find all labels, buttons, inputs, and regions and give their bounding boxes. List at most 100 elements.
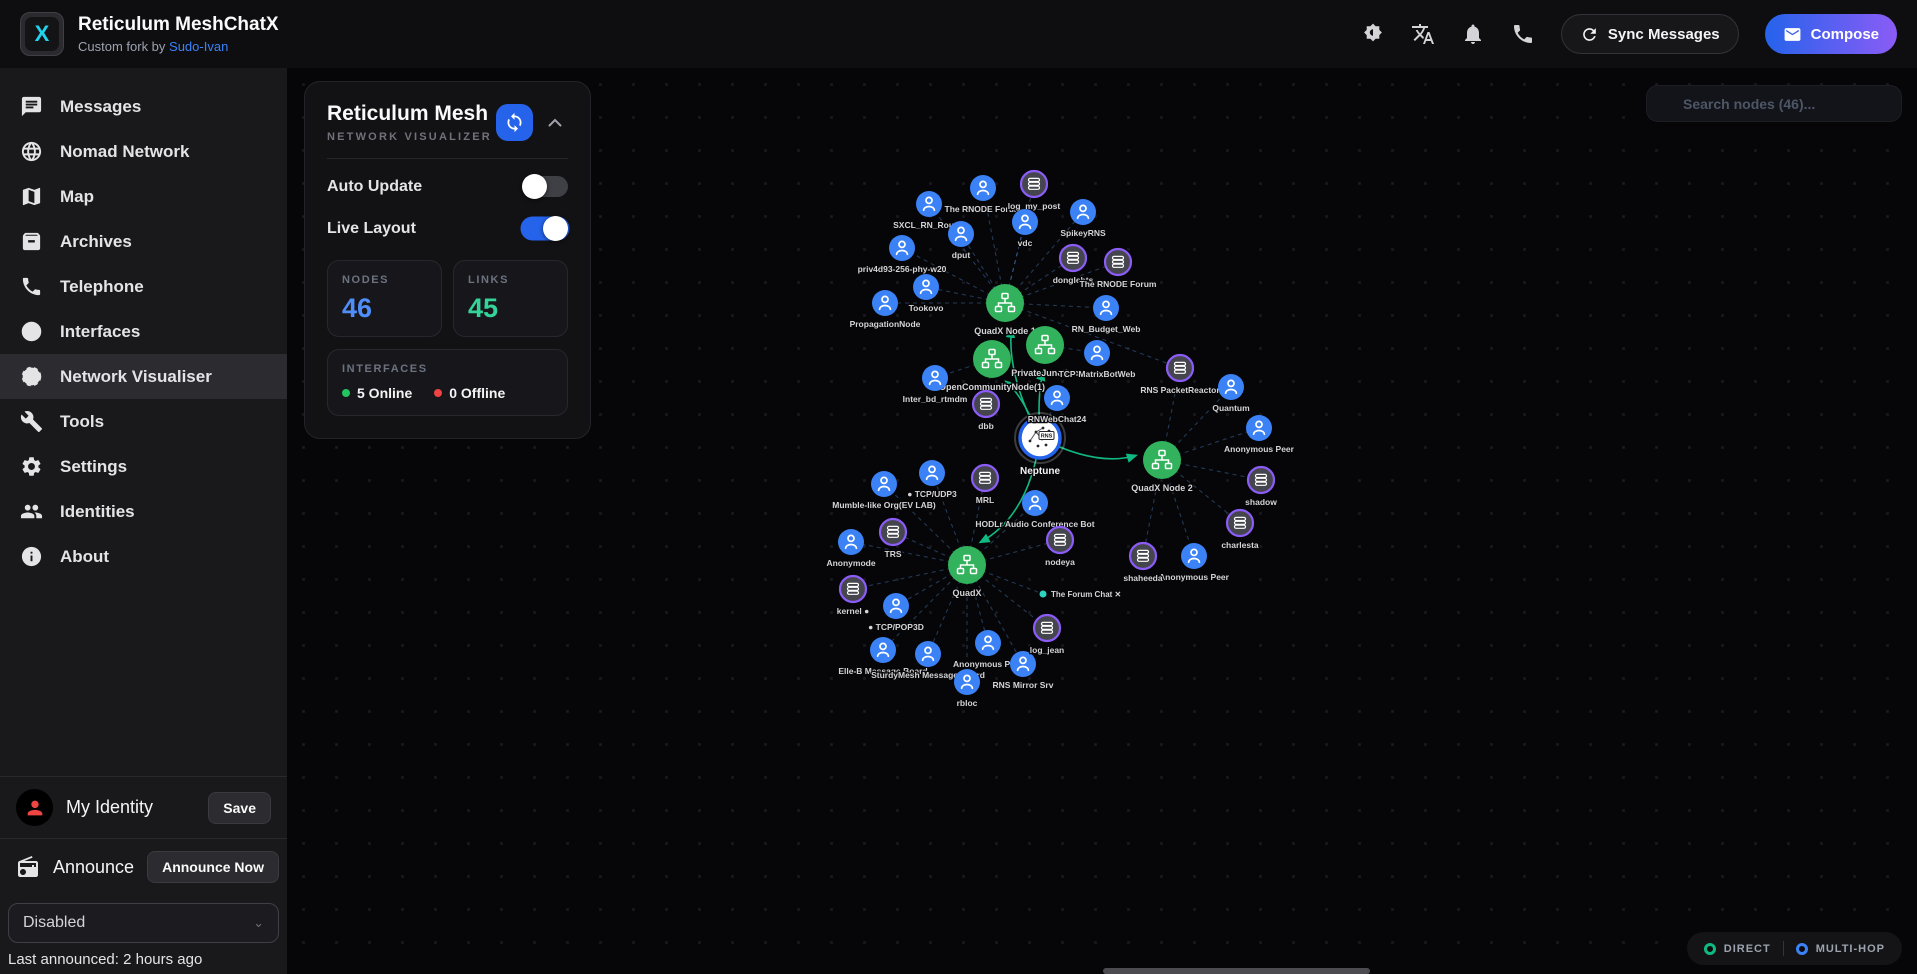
sidebar-item-nomad-network[interactable]: Nomad Network bbox=[0, 129, 287, 174]
sidebar-item-tools[interactable]: Tools bbox=[0, 399, 287, 444]
sidebar-item-messages[interactable]: Messages bbox=[0, 84, 287, 129]
graph-node-m3[interactable]: dbb bbox=[971, 389, 1001, 432]
dot-node-circle[interactable] bbox=[1039, 590, 1047, 598]
server-node-circle[interactable] bbox=[1045, 525, 1075, 555]
graph-node-b7[interactable]: SturdyMesh Message Board bbox=[870, 641, 986, 681]
sidebar-item-network-visualiser[interactable]: ? Network Visualiser bbox=[0, 354, 287, 399]
sidebar-item-about[interactable]: About bbox=[0, 534, 287, 579]
graph-node-neptune[interactable]: RNS Neptune bbox=[1014, 412, 1066, 478]
server-node-circle[interactable] bbox=[1165, 353, 1195, 383]
server-node-circle[interactable] bbox=[1032, 613, 1062, 643]
graph-node-m4[interactable]: MRL bbox=[970, 463, 1000, 506]
graph-node-t9[interactable]: priv4d93-256-phy-w20 bbox=[856, 235, 948, 275]
sidebar-item-label: About bbox=[60, 546, 110, 566]
person-icon bbox=[1102, 300, 1110, 309]
graph-node-b13[interactable]: The Forum Chat ✕ bbox=[1039, 590, 1122, 599]
graph-node-r6[interactable]: Anonymous Peer bbox=[1158, 543, 1231, 583]
graph-node-m2[interactable]: RNWebChat24 bbox=[1027, 385, 1088, 425]
server-node-circle[interactable] bbox=[878, 517, 908, 547]
compose-button[interactable]: Compose bbox=[1764, 14, 1897, 54]
sidebar-item-identities[interactable]: Identities bbox=[0, 489, 287, 534]
graph-node-h1[interactable]: QuadX Node 1 bbox=[973, 284, 1037, 337]
graph-node-t3[interactable]: SXCL_RN_Router bbox=[892, 191, 967, 231]
sidebar-item-map[interactable]: Map bbox=[0, 174, 287, 219]
graph-node-t6[interactable]: SpikeyRNS bbox=[1059, 199, 1107, 239]
node-label: RNWebChat24 bbox=[1028, 414, 1087, 424]
graph-node-t1[interactable]: The RNODE Forum bbox=[943, 175, 1023, 215]
sidebar-item-interfaces[interactable]: Interfaces bbox=[0, 309, 287, 354]
server-node-circle[interactable] bbox=[1103, 247, 1133, 277]
notifications-bell-icon[interactable] bbox=[1461, 22, 1485, 46]
node-label: donglebts bbox=[1053, 275, 1094, 285]
node-label: Anonymous Peer bbox=[953, 659, 1024, 669]
graph-node-b5[interactable]: ● TCP/POP3D bbox=[867, 593, 925, 633]
server-node-circle[interactable] bbox=[1246, 465, 1276, 495]
graph-node-t11[interactable]: PropagationNode bbox=[848, 290, 922, 330]
theme-brightness-icon[interactable] bbox=[1361, 22, 1385, 46]
graph-node-r4[interactable]: shadow bbox=[1244, 465, 1278, 508]
server-node-circle[interactable] bbox=[1128, 541, 1158, 571]
graph-node-b14[interactable]: Mumble-like Org(EV LAB) bbox=[831, 471, 937, 511]
network-graph[interactable]: RNS Neptune QuadX Node 1 PrivateJunction Ope… bbox=[287, 68, 1917, 974]
graph-node-b6[interactable]: Elle-B Message Board bbox=[837, 637, 929, 677]
graph-node-t5[interactable]: vdc bbox=[1012, 209, 1038, 249]
server-icon bbox=[1053, 537, 1067, 542]
graph-node-t10[interactable]: Tookovo bbox=[907, 274, 945, 314]
graph-node-b15[interactable]: ● TCP/UDP3 bbox=[906, 460, 958, 500]
server-node-circle[interactable] bbox=[970, 463, 1000, 493]
sidebar-item-telephone[interactable]: Telephone bbox=[0, 264, 287, 309]
sidebar-item-settings[interactable]: Settings bbox=[0, 444, 287, 489]
graph-node-r5[interactable]: charlesta bbox=[1220, 508, 1260, 551]
graph-node-b9[interactable]: rbloc bbox=[954, 669, 980, 709]
person-icon bbox=[1031, 495, 1039, 504]
network-visualiser-canvas[interactable]: RNS Neptune QuadX Node 1 PrivateJunction Ope… bbox=[287, 68, 1917, 974]
graph-node-b10[interactable]: RNS Mirror Srv bbox=[991, 651, 1055, 691]
graph-node-t2[interactable]: log_my_post bbox=[1007, 169, 1062, 212]
graph-node-r3[interactable]: Anonymous Peer bbox=[1223, 415, 1296, 455]
refresh-graph-button[interactable] bbox=[496, 104, 533, 141]
sidebar-item-archives[interactable]: Archives bbox=[0, 219, 287, 264]
graph-node-h5[interactable]: QuadX bbox=[948, 546, 986, 599]
announce-interval-select[interactable]: Disabled ⌄ bbox=[8, 903, 279, 943]
graph-node-b3[interactable]: Anonymode bbox=[825, 529, 877, 569]
graph-node-m1[interactable]: TCP-MatrixBotWeb bbox=[1057, 340, 1137, 380]
node-label: rbloc bbox=[957, 698, 978, 708]
announce-now-button[interactable]: Announce Now bbox=[147, 851, 279, 883]
translate-icon[interactable] bbox=[1411, 22, 1435, 46]
app-logo[interactable]: X bbox=[20, 12, 64, 56]
auto-update-toggle[interactable] bbox=[522, 174, 568, 199]
save-button[interactable]: Save bbox=[208, 791, 271, 824]
graph-node-m5[interactable]: Inter_bd_rtmdm bbox=[901, 365, 969, 405]
graph-node-t7[interactable]: donglebts bbox=[1051, 243, 1095, 286]
graph-node-r2[interactable]: Quantum bbox=[1211, 374, 1251, 414]
identity-avatar[interactable] bbox=[16, 789, 53, 826]
telephone-icon[interactable] bbox=[1511, 22, 1535, 46]
node-label: log_jean bbox=[1030, 645, 1064, 655]
server-node-circle[interactable] bbox=[1225, 508, 1255, 538]
graph-node-b11[interactable]: log_jean bbox=[1029, 613, 1065, 656]
server-node-circle[interactable] bbox=[1019, 169, 1049, 199]
dashed-circle-question-icon: ? bbox=[20, 365, 43, 388]
collapse-panel-button[interactable] bbox=[542, 110, 568, 136]
server-node-circle[interactable] bbox=[1058, 243, 1088, 273]
graph-node-h3[interactable]: OpenCommunityNode(1) bbox=[938, 340, 1046, 393]
graph-node-h4[interactable]: QuadX Node 2 bbox=[1130, 441, 1194, 494]
graph-node-b8[interactable]: Anonymous Peer bbox=[952, 630, 1025, 670]
graph-node-r7[interactable]: shaheeda bbox=[1122, 541, 1164, 584]
graph-node-h2[interactable]: PrivateJunction bbox=[1010, 326, 1080, 379]
server-node-circle[interactable] bbox=[838, 574, 868, 604]
graph-node-t4[interactable]: dput bbox=[948, 221, 974, 261]
server-node-circle[interactable] bbox=[971, 389, 1001, 419]
graph-node-b12[interactable]: nodeya bbox=[1044, 525, 1076, 568]
graph-node-r1[interactable]: RNS PacketReactor bbox=[1139, 353, 1222, 396]
graph-node-t8[interactable]: The RNODE Forum bbox=[1078, 247, 1158, 290]
live-layout-toggle[interactable] bbox=[522, 216, 568, 241]
search-nodes-input[interactable] bbox=[1646, 85, 1902, 122]
my-identity-label: My Identity bbox=[66, 797, 154, 817]
graph-node-b2[interactable]: TRS bbox=[878, 517, 908, 560]
graph-node-b4[interactable]: kernel ● bbox=[835, 574, 871, 617]
fork-author-link[interactable]: Sudo-Ivan bbox=[169, 39, 229, 54]
sync-messages-button[interactable]: Sync Messages bbox=[1560, 14, 1739, 54]
horizontal-scrollbar-thumb[interactable] bbox=[1103, 968, 1370, 974]
graph-node-t12[interactable]: RN_Budget_Web bbox=[1070, 295, 1142, 335]
